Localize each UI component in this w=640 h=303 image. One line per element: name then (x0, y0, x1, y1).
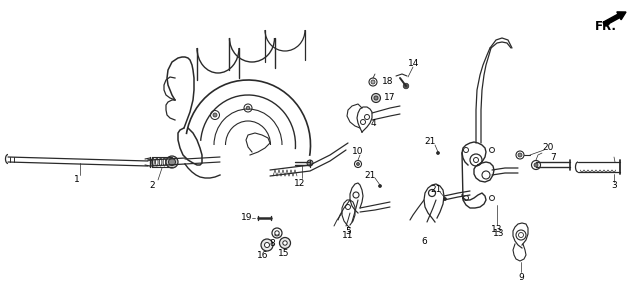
Circle shape (356, 162, 360, 165)
Ellipse shape (152, 158, 154, 166)
Text: 11: 11 (342, 231, 354, 241)
Circle shape (436, 152, 440, 155)
Text: 14: 14 (408, 58, 420, 68)
Text: 15: 15 (278, 249, 290, 258)
FancyArrow shape (603, 12, 626, 26)
Text: 9: 9 (518, 272, 524, 281)
Text: 16: 16 (257, 251, 269, 261)
Text: 3: 3 (611, 181, 617, 191)
Circle shape (264, 242, 269, 248)
Text: 12: 12 (294, 178, 306, 188)
Text: 13: 13 (492, 225, 503, 234)
Circle shape (403, 83, 409, 89)
Text: 1: 1 (74, 175, 80, 185)
Text: 10: 10 (352, 146, 364, 155)
Text: 4: 4 (370, 119, 376, 128)
Circle shape (213, 113, 217, 117)
Text: 2: 2 (149, 181, 155, 189)
Circle shape (261, 239, 273, 251)
Ellipse shape (163, 158, 166, 166)
Text: 19: 19 (241, 214, 252, 222)
Circle shape (374, 96, 378, 100)
Circle shape (307, 160, 313, 166)
Ellipse shape (167, 158, 170, 166)
Circle shape (371, 94, 381, 102)
Circle shape (283, 241, 287, 245)
Circle shape (534, 163, 538, 167)
Circle shape (518, 153, 522, 157)
Circle shape (378, 185, 381, 188)
Circle shape (371, 80, 375, 84)
Text: 17: 17 (384, 92, 396, 102)
Ellipse shape (156, 158, 158, 166)
Circle shape (166, 156, 178, 168)
Text: 21: 21 (430, 185, 442, 194)
Text: FR.: FR. (595, 19, 617, 32)
Circle shape (246, 106, 250, 110)
Ellipse shape (159, 158, 162, 166)
Text: 20: 20 (542, 144, 554, 152)
Text: 21: 21 (424, 136, 436, 145)
Text: 6: 6 (421, 238, 427, 247)
Text: 8: 8 (269, 239, 275, 248)
Text: 13: 13 (493, 228, 505, 238)
Text: 7: 7 (550, 152, 556, 161)
Text: 21: 21 (364, 171, 376, 179)
Circle shape (280, 238, 291, 248)
Text: 18: 18 (382, 76, 394, 85)
Circle shape (444, 198, 447, 201)
Text: 5: 5 (345, 228, 351, 237)
Circle shape (168, 158, 175, 165)
